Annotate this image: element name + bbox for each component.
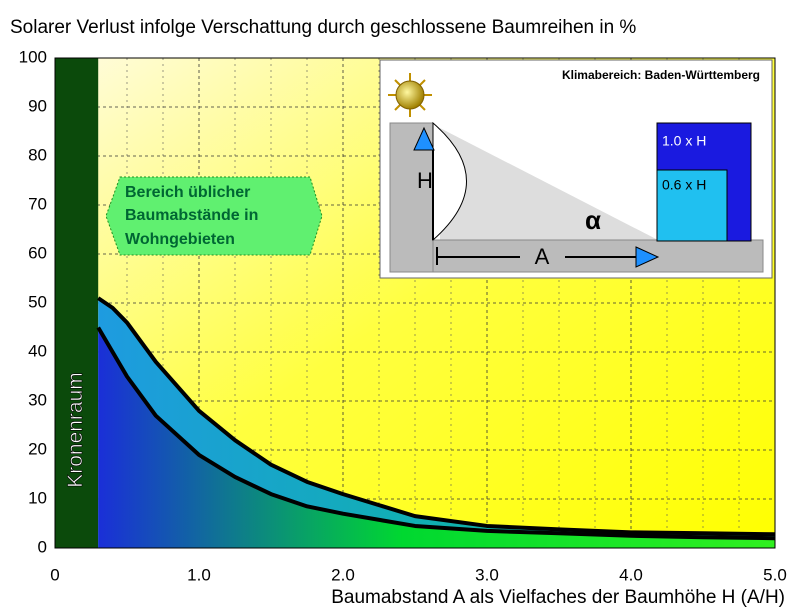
inset: Klimabereich: Baden-Württemberg H A α 1.…: [380, 60, 772, 278]
crown-zone-label: Kronenraum: [64, 372, 87, 488]
x-tick-label: 5.0: [763, 565, 787, 584]
annotation-line: Bereich üblicher: [125, 184, 250, 201]
x-tick-label: 2.0: [331, 565, 355, 584]
y-tick-label: 10: [28, 488, 47, 507]
angle-label: α: [585, 205, 601, 235]
x-tick-label: 4.0: [619, 565, 643, 584]
sun: [396, 81, 424, 109]
h-label: H: [417, 168, 433, 193]
x-axis-label: Baumabstand A als Vielfaches der Baumhöh…: [331, 587, 785, 608]
annotation-line: Baumabstände in: [125, 207, 258, 224]
a-label: A: [535, 244, 550, 269]
y-tick-label: 100: [19, 47, 47, 66]
annotation-line: Wohngebieten: [125, 231, 235, 248]
y-tick-label: 60: [28, 243, 47, 262]
x-tick-label: 0: [50, 565, 59, 584]
y-tick-label: 20: [28, 439, 47, 458]
chart-title: Solarer Verlust infolge Verschattung dur…: [10, 17, 636, 38]
chart: Solarer Verlust infolge Verschattung dur…: [0, 0, 792, 610]
annotation: Bereich üblicher Baumabstände in Wohngeb…: [106, 177, 322, 255]
y-tick-label: 90: [28, 96, 47, 115]
y-tick-label: 80: [28, 145, 47, 164]
x-tick-label: 3.0: [475, 565, 499, 584]
y-tick-label: 30: [28, 390, 47, 409]
inset-title: Klimabereich: Baden-Württemberg: [562, 68, 760, 82]
x-tick-label: 1.0: [187, 565, 211, 584]
short-label: 0.6 x H: [662, 177, 706, 193]
y-tick-label: 50: [28, 292, 47, 311]
y-tick-label: 70: [28, 194, 47, 213]
y-tick-label: 40: [28, 341, 47, 360]
tall-label: 1.0 x H: [662, 133, 706, 149]
y-tick-label: 0: [38, 537, 47, 556]
